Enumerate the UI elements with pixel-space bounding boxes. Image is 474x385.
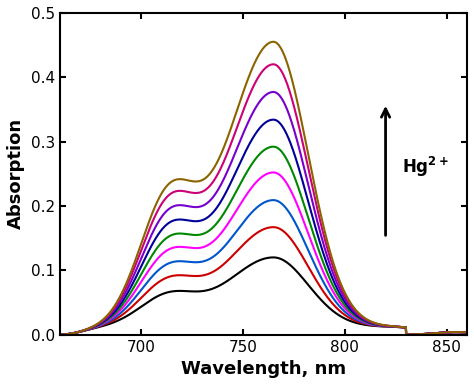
Text: $\mathbf{Hg^{2+}}$: $\mathbf{Hg^{2+}}$ <box>402 155 449 179</box>
X-axis label: Wavelength, nm: Wavelength, nm <box>181 360 346 378</box>
Y-axis label: Absorption: Absorption <box>7 118 25 229</box>
